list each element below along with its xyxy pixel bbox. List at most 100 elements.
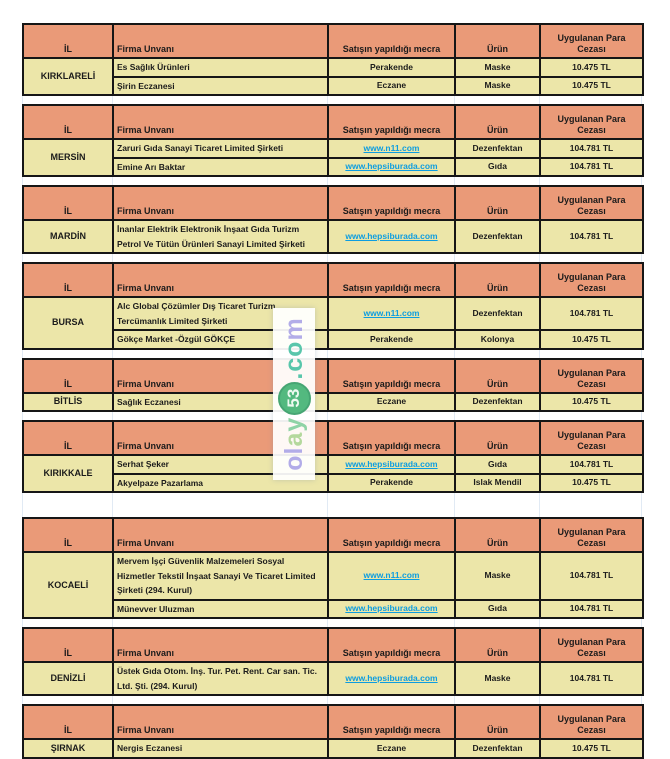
sales-channel-cell: www.n11.com <box>327 138 456 159</box>
sales-channel-link[interactable]: www.n11.com <box>363 308 420 318</box>
column-header-il: İL <box>22 627 114 663</box>
fine-amount-cell: 104.781 TL <box>539 661 644 696</box>
company-name-cell: İnanlar Elektrik Elektronik İnşaat Gıda … <box>112 219 329 254</box>
column-header-firma: Firma Unvanı <box>112 23 329 59</box>
column-header-mecra: Satışın yapıldığı mecra <box>327 420 456 456</box>
company-name-cell: Üstek Gıda Otom. İnş. Tur. Pet. Rent. Ca… <box>112 661 329 696</box>
fine-table: İL Firma Unvanı Satışın yapıldığı mecra … <box>22 627 644 696</box>
column-header-urun: Ürün <box>454 517 541 553</box>
company-name-cell: Nergis Eczanesi <box>112 738 329 759</box>
column-header-il: İL <box>22 185 114 221</box>
column-header-urun: Ürün <box>454 185 541 221</box>
sales-channel-link[interactable]: www.hepsiburada.com <box>345 161 438 172</box>
fine-amount-cell: 104.781 TL <box>539 219 644 254</box>
header-row: İL Firma Unvanı Satışın yapıldığı mecra … <box>22 357 644 394</box>
table-row: Emine Arı Baktar www.hepsiburada.com Gıda 1… <box>23 156 644 177</box>
product-cell: Islak Mendil <box>454 472 541 493</box>
product-cell: Gıda <box>454 156 541 177</box>
column-header-urun: Ürün <box>454 704 541 740</box>
sales-channel-cell: www.hepsiburada.com <box>327 219 456 254</box>
column-header-il: İL <box>22 704 114 740</box>
product-cell: Gıda <box>454 598 541 619</box>
fine-table: İL Firma Unvanı Satışın yapıldığı mecra … <box>22 357 644 413</box>
province-cell: KIRIKKALE <box>22 454 114 493</box>
column-header-il: İL <box>22 104 114 140</box>
province-cell: BURSA <box>22 296 114 350</box>
column-header-il: İL <box>22 517 114 553</box>
header-row: İL Firma Unvanı Satışın yapıldığı mecra … <box>22 104 644 140</box>
fine-amount-cell: 104.781 TL <box>539 454 644 475</box>
sales-channel-link[interactable]: www.hepsiburada.com <box>345 673 438 683</box>
header-row: İL Firma Unvanı Satışın yapıldığı mecra … <box>22 23 644 59</box>
column-header-mecra: Satışın yapıldığı mecra <box>327 517 456 553</box>
fine-amount-cell: 104.781 TL <box>539 296 644 331</box>
column-header-ceza: Uygulanan Para Cezası <box>539 23 644 59</box>
table-row: KIRIKKALE Serhat Şeker www.hepsiburada.com… <box>22 454 644 493</box>
province-cell: KIRKLARELİ <box>22 57 114 96</box>
company-name-cell: Şirin Eczanesi <box>112 75 329 96</box>
column-header-ceza: Uygulanan Para Cezası <box>539 262 644 298</box>
fine-amount-cell: 10.475 TL <box>539 329 644 350</box>
sales-channel-cell: www.hepsiburada.com <box>327 454 456 475</box>
column-header-firma: Firma Unvanı <box>112 627 329 663</box>
sales-channel-cell: www.hepsiburada.com <box>327 661 456 696</box>
column-header-urun: Ürün <box>454 357 541 394</box>
table-row: Akyelpaze Pazarlama Perakende Islak Mendil… <box>23 472 644 493</box>
sales-channel-cell: www.hepsiburada.com <box>327 156 456 177</box>
fine-table: İL Firma Unvanı Satışın yapıldığı mecra … <box>22 23 644 96</box>
fine-amount-cell: 10.475 TL <box>539 472 644 493</box>
column-header-mecra: Satışın yapıldığı mecra <box>327 704 456 740</box>
column-header-ceza: Uygulanan Para Cezası <box>539 627 644 663</box>
column-header-ceza: Uygulanan Para Cezası <box>539 704 644 740</box>
fine-amount-cell: 10.475 TL <box>539 391 644 412</box>
column-header-mecra: Satışın yapıldığı mecra <box>327 262 456 298</box>
company-name-cell: Mervem İşçi Güvenlik Malzemeleri Sosyal … <box>112 551 329 601</box>
fine-amount-cell: 104.781 TL <box>539 156 644 177</box>
province-cell: KOCAELİ <box>22 551 114 619</box>
watermark-text: olay 53 .com <box>273 308 315 480</box>
province-cell: BİTLİS <box>22 391 114 412</box>
sales-channel-cell: www.n11.com <box>327 296 456 331</box>
column-header-mecra: Satışın yapıldığı mecra <box>327 357 456 394</box>
product-cell: Dezenfektan <box>454 138 541 159</box>
sales-channel-link[interactable]: www.hepsiburada.com <box>345 231 438 241</box>
column-header-ceza: Uygulanan Para Cezası <box>539 517 644 553</box>
company-name-cell: Münevver Uluzman <box>112 598 329 619</box>
sales-channel-link[interactable]: www.n11.com <box>363 570 420 581</box>
header-row: İL Firma Unvanı Satışın yapıldığı mecra … <box>22 517 644 553</box>
fine-amount-cell: 104.781 TL <box>539 551 644 601</box>
fine-tables-container: İL Firma Unvanı Satışın yapıldığı mecra … <box>22 23 644 759</box>
table-row: BURSA Alc Global Çözümler Dış Ticaret Tur… <box>22 296 644 350</box>
sales-channel-cell: Perakende <box>327 329 456 350</box>
product-cell: Gıda <box>454 454 541 475</box>
sales-channel-link[interactable]: www.hepsiburada.com <box>345 603 438 614</box>
column-header-il: İL <box>22 420 114 456</box>
fine-amount-cell: 10.475 TL <box>539 738 644 759</box>
column-header-il: İL <box>22 23 114 59</box>
fine-table: İL Firma Unvanı Satışın yapıldığı mecra … <box>22 517 644 619</box>
table-row: MARDİN İnanlar Elektrik Elektronik İnşaat… <box>22 219 644 254</box>
province-cell: ŞIRNAK <box>22 738 114 759</box>
fine-amount-cell: 10.475 TL <box>539 57 644 78</box>
sales-channel-link[interactable]: www.n11.com <box>363 142 420 153</box>
table-row: Şirin Eczanesi Eczane Maske 10.475 TL <box>23 75 644 96</box>
sales-channel-link[interactable]: www.hepsiburada.com <box>345 458 438 469</box>
column-header-il: İL <box>22 357 114 394</box>
sales-channel-cell: Eczane <box>327 738 456 759</box>
province-cell: DENİZLİ <box>22 661 114 696</box>
fine-amount-cell: 10.475 TL <box>539 75 644 96</box>
column-header-ceza: Uygulanan Para Cezası <box>539 357 644 394</box>
sales-channel-cell: Perakende <box>327 472 456 493</box>
fine-table: İL Firma Unvanı Satışın yapıldığı mecra … <box>22 262 644 350</box>
column-header-ceza: Uygulanan Para Cezası <box>539 185 644 221</box>
product-cell: Dezenfektan <box>454 738 541 759</box>
fine-table: İL Firma Unvanı Satışın yapıldığı mecra … <box>22 420 644 493</box>
column-header-mecra: Satışın yapıldığı mecra <box>327 23 456 59</box>
column-header-firma: Firma Unvanı <box>112 704 329 740</box>
product-cell: Kolonya <box>454 329 541 350</box>
product-cell: Dezenfektan <box>454 219 541 254</box>
company-name-cell: Zaruri Gıda Sanayi Ticaret Limited Şirke… <box>112 138 329 159</box>
fine-table: İL Firma Unvanı Satışın yapıldığı mecra … <box>22 185 644 254</box>
sales-channel-cell: Eczane <box>327 75 456 96</box>
